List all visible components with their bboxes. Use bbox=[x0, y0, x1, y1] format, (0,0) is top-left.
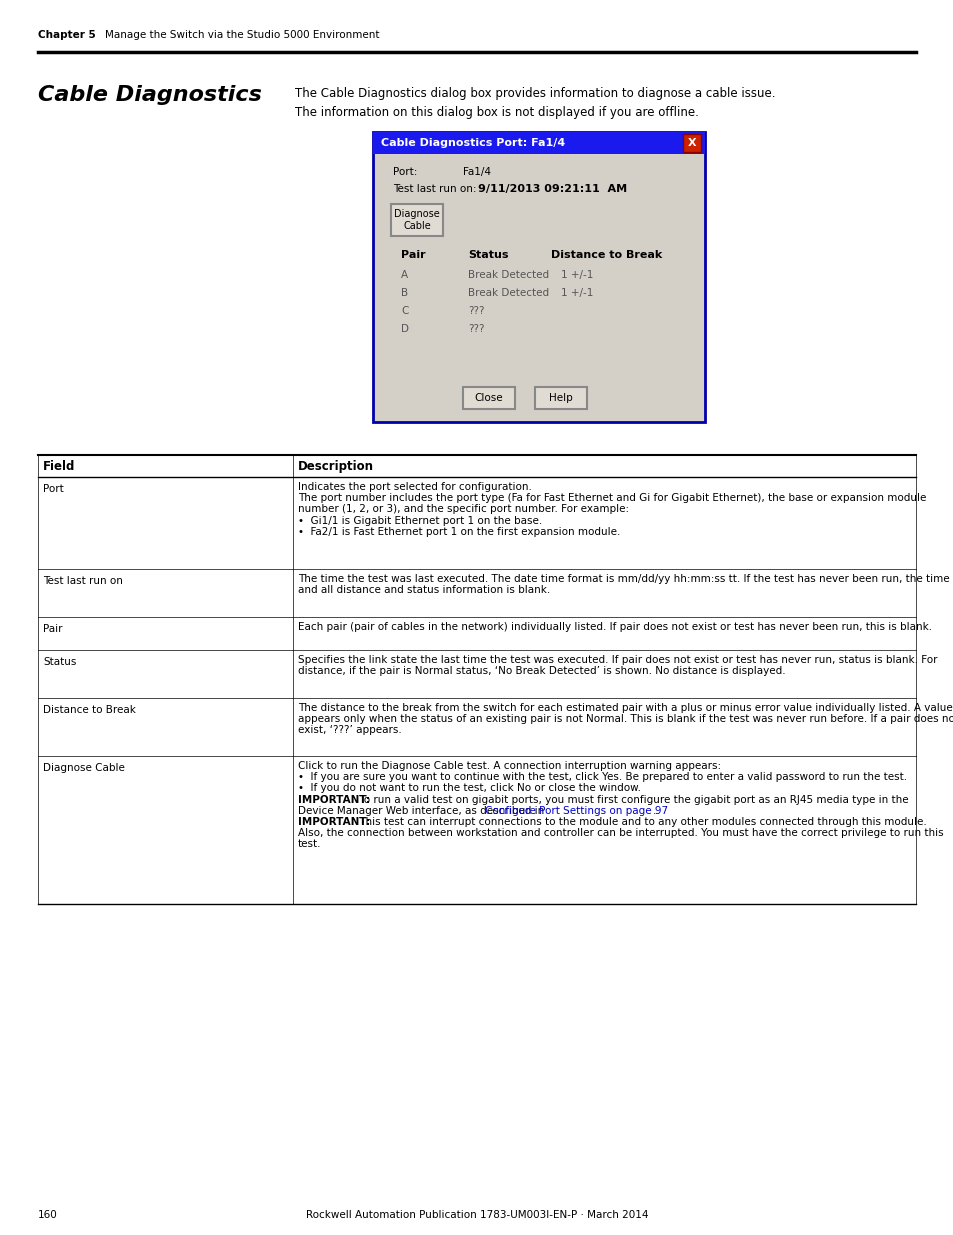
Text: Field: Field bbox=[43, 459, 75, 473]
Text: distance, if the pair is Normal status, ‘No Break Detected’ is shown. No distanc: distance, if the pair is Normal status, … bbox=[297, 666, 785, 677]
Text: Each pair (pair of cables in the network) individually listed. If pair does not : Each pair (pair of cables in the network… bbox=[297, 622, 931, 632]
Text: exist, ‘???’ appears.: exist, ‘???’ appears. bbox=[297, 725, 401, 735]
Text: Help: Help bbox=[549, 393, 572, 403]
Text: Test last run on:: Test last run on: bbox=[393, 184, 476, 194]
Text: Close: Close bbox=[475, 393, 503, 403]
Bar bbox=[391, 204, 442, 236]
Text: •  Gi1/1 is Gigabit Ethernet port 1 on the base.: • Gi1/1 is Gigabit Ethernet port 1 on th… bbox=[297, 515, 541, 526]
Text: The time the test was last executed. The date time format is mm/dd/yy hh:mm:ss t: The time the test was last executed. The… bbox=[297, 574, 948, 584]
Text: Chapter 5: Chapter 5 bbox=[38, 30, 95, 40]
Text: Fa1/4: Fa1/4 bbox=[462, 167, 491, 177]
Text: 160: 160 bbox=[38, 1210, 58, 1220]
Text: Pair: Pair bbox=[400, 249, 425, 261]
Text: Status: Status bbox=[468, 249, 508, 261]
Text: Cable Diagnostics Port: Fa1/4: Cable Diagnostics Port: Fa1/4 bbox=[380, 138, 565, 148]
Text: Diagnose Cable: Diagnose Cable bbox=[43, 763, 125, 773]
Text: Description: Description bbox=[297, 459, 374, 473]
Bar bbox=[535, 387, 586, 409]
Text: The Cable Diagnostics dialog box provides information to diagnose a cable issue.: The Cable Diagnostics dialog box provide… bbox=[294, 86, 775, 100]
Text: 1 +/-1: 1 +/-1 bbox=[560, 288, 593, 298]
Bar bbox=[373, 132, 704, 154]
Bar bbox=[682, 135, 700, 152]
Text: Distance to Break: Distance to Break bbox=[43, 705, 135, 715]
Text: number (1, 2, or 3), and the specific port number. For example:: number (1, 2, or 3), and the specific po… bbox=[297, 504, 628, 515]
Text: ???: ??? bbox=[468, 324, 484, 333]
Text: To run a valid test on gigabit ports, you must first configure the gigabit port : To run a valid test on gigabit ports, yo… bbox=[355, 794, 907, 804]
Text: The port number includes the port type (Fa for Fast Ethernet and Gi for Gigabit : The port number includes the port type (… bbox=[297, 493, 925, 503]
Text: X: X bbox=[687, 138, 696, 148]
Text: Also, the connection between workstation and controller can be interrupted. You : Also, the connection between workstation… bbox=[297, 829, 943, 839]
Text: •  Fa2/1 is Fast Ethernet port 1 on the first expansion module.: • Fa2/1 is Fast Ethernet port 1 on the f… bbox=[297, 527, 619, 537]
Text: appears only when the status of an existing pair is not Normal. This is blank if: appears only when the status of an exist… bbox=[297, 714, 953, 724]
Text: Break Detected: Break Detected bbox=[468, 288, 549, 298]
Text: Configure Port Settings on page 97: Configure Port Settings on page 97 bbox=[484, 805, 667, 816]
Text: IMPORTANT:: IMPORTANT: bbox=[297, 794, 370, 804]
Text: Specifies the link state the last time the test was executed. If pair does not e: Specifies the link state the last time t… bbox=[297, 655, 937, 664]
Bar bbox=[462, 387, 515, 409]
Text: and all distance and status information is blank.: and all distance and status information … bbox=[297, 585, 550, 595]
Text: The information on this dialog box is not displayed if you are offline.: The information on this dialog box is no… bbox=[294, 106, 699, 119]
Text: Diagnose
Cable: Diagnose Cable bbox=[394, 209, 439, 231]
Text: ???: ??? bbox=[468, 306, 484, 316]
Text: Test last run on: Test last run on bbox=[43, 576, 123, 585]
Text: .: . bbox=[652, 805, 656, 816]
Text: Break Detected: Break Detected bbox=[468, 270, 549, 280]
Text: Port: Port bbox=[43, 484, 64, 494]
Text: B: B bbox=[400, 288, 408, 298]
Text: D: D bbox=[400, 324, 409, 333]
Text: •  If you do not want to run the test, click No or close the window.: • If you do not want to run the test, cl… bbox=[297, 783, 640, 793]
Text: Cable Diagnostics: Cable Diagnostics bbox=[38, 85, 262, 105]
Text: Pair: Pair bbox=[43, 624, 63, 634]
Text: 1 +/-1: 1 +/-1 bbox=[560, 270, 593, 280]
Text: •  If you are sure you want to continue with the test, click Yes. Be prepared to: • If you are sure you want to continue w… bbox=[297, 772, 906, 782]
Text: This test can interrupt connections to the module and to any other modules conne: This test can interrupt connections to t… bbox=[355, 818, 925, 827]
Text: Port:: Port: bbox=[393, 167, 416, 177]
Text: IMPORTANT:: IMPORTANT: bbox=[297, 818, 370, 827]
Text: Rockwell Automation Publication 1783-UM003I-EN-P · March 2014: Rockwell Automation Publication 1783-UM0… bbox=[305, 1210, 648, 1220]
Text: The distance to the break from the switch for each estimated pair with a plus or: The distance to the break from the switc… bbox=[297, 703, 952, 713]
Text: A: A bbox=[400, 270, 408, 280]
Text: Device Manager Web interface, as described in: Device Manager Web interface, as describ… bbox=[297, 805, 547, 816]
Text: Click to run the Diagnose Cable test. A connection interruption warning appears:: Click to run the Diagnose Cable test. A … bbox=[297, 761, 720, 771]
Text: Distance to Break: Distance to Break bbox=[551, 249, 661, 261]
Text: C: C bbox=[400, 306, 408, 316]
Bar bbox=[373, 132, 704, 422]
Text: Status: Status bbox=[43, 657, 76, 667]
Text: 9/11/2013 09:21:11  AM: 9/11/2013 09:21:11 AM bbox=[477, 184, 626, 194]
Text: Indicates the port selected for configuration.: Indicates the port selected for configur… bbox=[297, 482, 532, 492]
Text: Manage the Switch via the Studio 5000 Environment: Manage the Switch via the Studio 5000 En… bbox=[105, 30, 379, 40]
Text: test.: test. bbox=[297, 840, 321, 850]
